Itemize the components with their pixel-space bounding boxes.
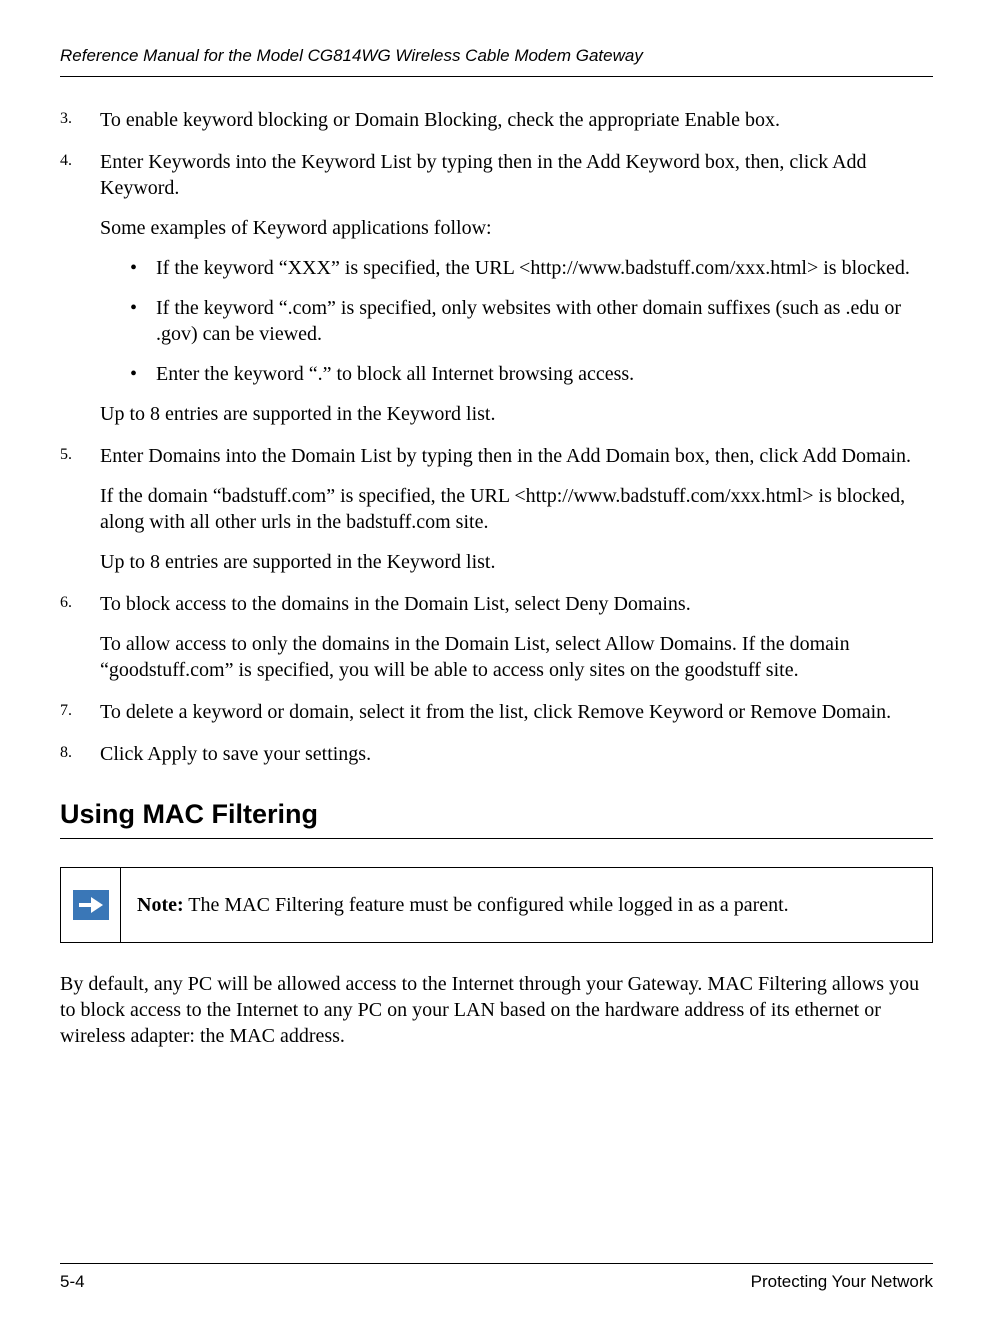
paragraph: Up to 8 entries are supported in the Key…	[100, 549, 933, 575]
list-number: 5.	[60, 445, 72, 466]
paragraph: Enter Keywords into the Keyword List by …	[100, 149, 933, 201]
bullet-item: If the keyword “XXX” is specified, the U…	[130, 255, 933, 281]
paragraph: To allow access to only the domains in t…	[100, 631, 933, 683]
page-header: Reference Manual for the Model CG814WG W…	[60, 46, 933, 77]
page-footer: 5-4 Protecting Your Network	[60, 1263, 933, 1292]
paragraph: To enable keyword blocking or Domain Blo…	[100, 107, 933, 133]
paragraph: To delete a keyword or domain, select it…	[100, 699, 933, 725]
list-item: 4. Enter Keywords into the Keyword List …	[60, 149, 933, 427]
arrow-right-icon	[73, 890, 109, 920]
list-item: 5. Enter Domains into the Domain List by…	[60, 443, 933, 575]
bullet-list: If the keyword “XXX” is specified, the U…	[100, 255, 933, 387]
paragraph: Some examples of Keyword applications fo…	[100, 215, 933, 241]
note-icon-cell	[61, 868, 121, 942]
note-label: Note:	[137, 894, 184, 916]
note-box: Note: The MAC Filtering feature must be …	[60, 867, 933, 943]
paragraph: Up to 8 entries are supported in the Key…	[100, 401, 933, 427]
paragraph: Click Apply to save your settings.	[100, 741, 933, 767]
list-item: 8. Click Apply to save your settings.	[60, 741, 933, 767]
paragraph: By default, any PC will be allowed acces…	[60, 971, 933, 1049]
list-item: 6. To block access to the domains in the…	[60, 591, 933, 683]
paragraph: If the domain “badstuff.com” is specifie…	[100, 483, 933, 535]
paragraph: To block access to the domains in the Do…	[100, 591, 933, 617]
main-content: 3. To enable keyword blocking or Domain …	[60, 107, 933, 1049]
list-number: 3.	[60, 109, 72, 130]
note-text: Note: The MAC Filtering feature must be …	[121, 868, 932, 942]
chapter-title: Protecting Your Network	[751, 1272, 933, 1292]
section-heading: Using MAC Filtering	[60, 797, 933, 839]
bullet-item: Enter the keyword “.” to block all Inter…	[130, 361, 933, 387]
note-body: The MAC Filtering feature must be config…	[184, 894, 789, 916]
list-item: 7. To delete a keyword or domain, select…	[60, 699, 933, 725]
paragraph: Enter Domains into the Domain List by ty…	[100, 443, 933, 469]
list-number: 7.	[60, 701, 72, 722]
list-number: 4.	[60, 151, 72, 172]
list-item: 3. To enable keyword blocking or Domain …	[60, 107, 933, 133]
numbered-list: 3. To enable keyword blocking or Domain …	[60, 107, 933, 767]
list-number: 6.	[60, 593, 72, 614]
list-number: 8.	[60, 743, 72, 764]
bullet-item: If the keyword “.com” is specified, only…	[130, 295, 933, 347]
page-number: 5-4	[60, 1272, 85, 1292]
